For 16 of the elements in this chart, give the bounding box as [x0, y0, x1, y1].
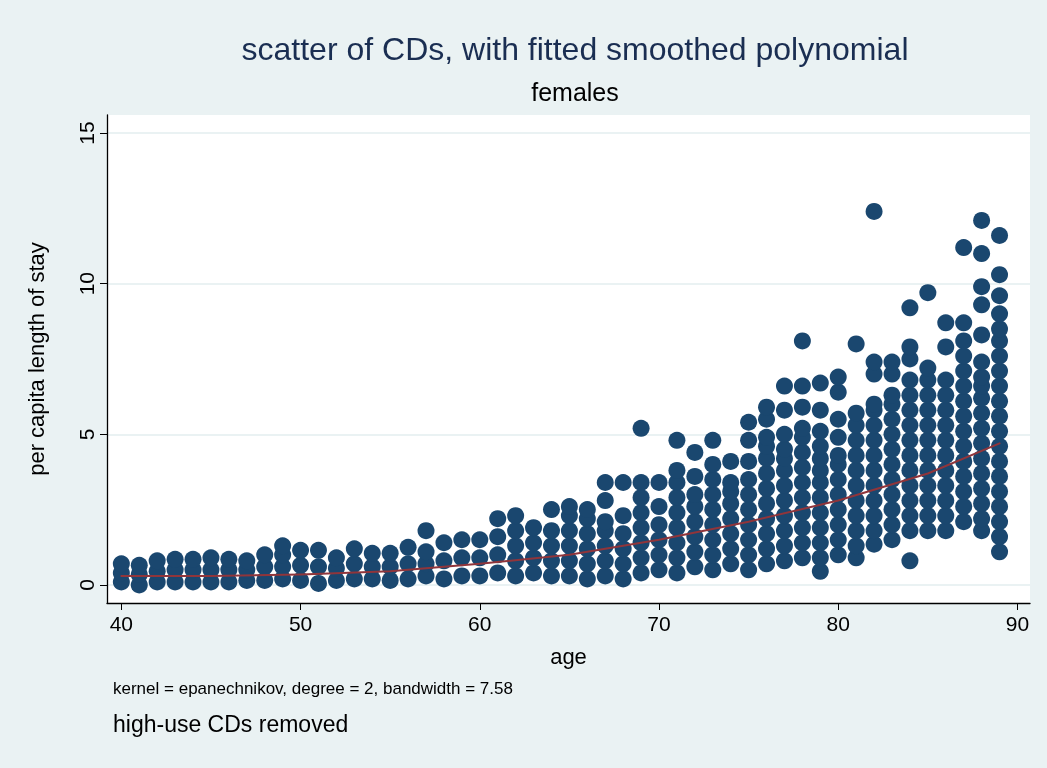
y-tick-label: 5: [75, 428, 98, 441]
y-tick-label: 0: [75, 579, 98, 591]
y-tick-label: 15: [75, 121, 98, 145]
x-tick-label: 40: [109, 612, 134, 635]
x-axis-title: age: [550, 643, 587, 669]
x-tick-label: 90: [1005, 612, 1030, 635]
chart-subtitle: females: [531, 77, 619, 106]
chart-title: scatter of CDs, with fitted smoothed polynomial: [241, 31, 909, 67]
y-axis-title: per capita length of stay: [23, 242, 49, 476]
y-tick-label: 10: [75, 272, 98, 296]
x-tick-label: 70: [647, 612, 671, 635]
x-tick-label: 80: [826, 612, 850, 635]
x-tick-label: 60: [468, 612, 492, 635]
text: high-use CDs removed: [113, 710, 349, 737]
text: kernel = epanechnikov, degree = 2, bandwidth = 7.58: [113, 679, 513, 698]
x-tick-label: 50: [288, 612, 313, 635]
